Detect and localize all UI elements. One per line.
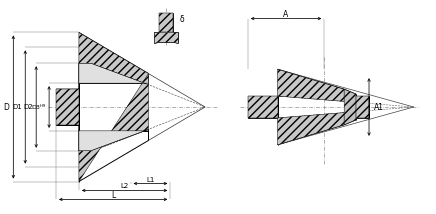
Text: D: D xyxy=(3,103,9,111)
Polygon shape xyxy=(278,69,344,101)
Text: L2: L2 xyxy=(120,183,129,189)
Polygon shape xyxy=(154,33,178,43)
Polygon shape xyxy=(160,13,173,33)
Polygon shape xyxy=(356,96,369,118)
Text: D3ᴴ⁹: D3ᴴ⁹ xyxy=(32,104,46,110)
Polygon shape xyxy=(248,96,278,118)
Polygon shape xyxy=(344,89,356,125)
Polygon shape xyxy=(56,74,148,181)
Text: D1: D1 xyxy=(13,104,22,110)
Polygon shape xyxy=(56,89,79,125)
Text: D2: D2 xyxy=(24,104,33,110)
Polygon shape xyxy=(79,129,148,151)
Text: A: A xyxy=(283,10,289,19)
Polygon shape xyxy=(79,63,148,85)
Text: δ: δ xyxy=(179,15,184,24)
Text: A1: A1 xyxy=(374,103,384,111)
Text: L1: L1 xyxy=(146,177,155,183)
Polygon shape xyxy=(56,33,148,89)
Text: L: L xyxy=(111,191,115,200)
Polygon shape xyxy=(278,113,344,145)
